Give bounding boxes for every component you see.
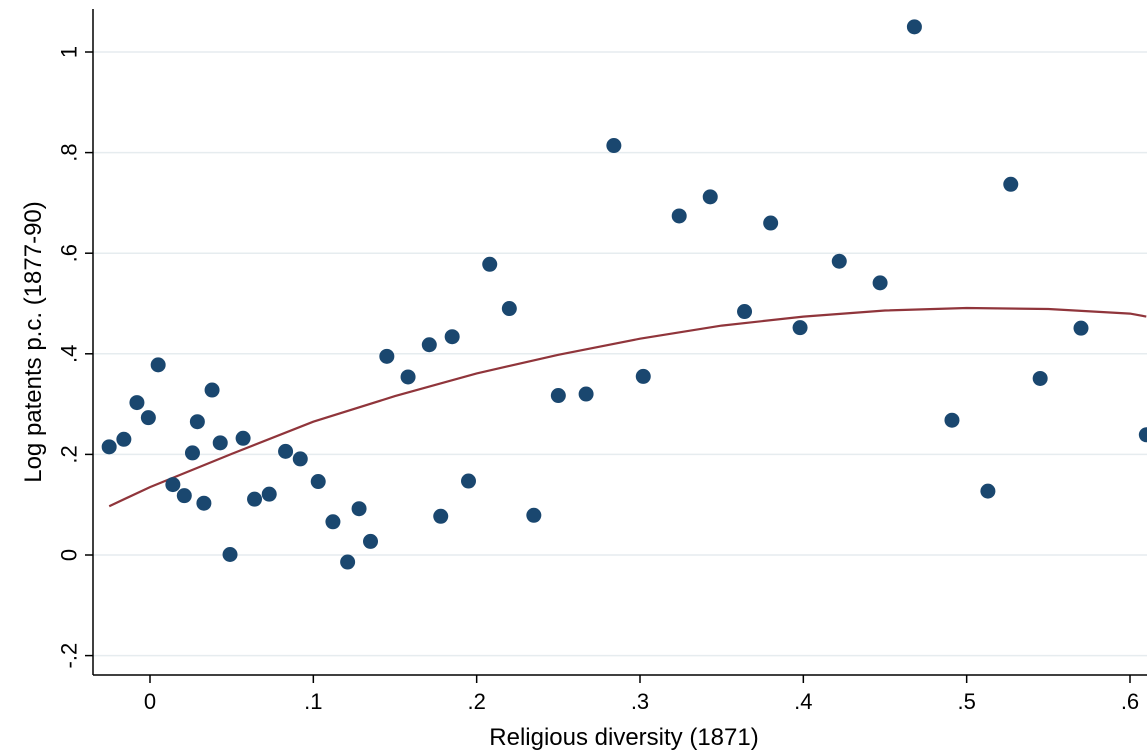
data-point [461,473,476,489]
data-point [444,329,460,345]
axes [92,9,1147,676]
data-point [140,410,156,426]
data-point [184,445,200,461]
data-point [278,443,294,459]
x-tick-label: .1 [304,689,322,714]
x-tick-label: .4 [794,689,812,714]
data-point [1032,370,1048,386]
y-tick-label: .4 [57,345,82,363]
data-points [101,19,1147,570]
x-tick-label: .3 [631,689,649,714]
fit-line [108,306,1147,508]
data-point [351,501,367,517]
data-point [261,486,277,502]
data-point [204,382,220,398]
data-point [980,483,996,499]
data-point [176,488,192,504]
data-point [189,414,205,430]
data-point [340,554,356,570]
data-point [433,508,449,524]
data-point [635,368,651,384]
data-point [150,357,166,373]
y-tick-label: .2 [57,445,82,463]
data-point [116,431,132,447]
x-tick-label: .6 [1121,689,1139,714]
grid-lines [93,51,1147,657]
data-point [421,337,437,353]
data-point [831,253,847,269]
data-point [906,19,922,35]
data-point [578,386,594,402]
y-ticks: -.2 0 .2 .4 .6 .8 1 [57,46,93,669]
x-tick-label: .2 [467,689,485,714]
data-point [400,369,416,385]
data-point [526,507,542,523]
data-point [702,189,718,205]
y-axis-title: Log patents p.c. (1877-90) [20,201,47,483]
data-point [763,215,779,231]
data-point [325,514,341,530]
data-point [872,275,888,291]
y-tick-label: 0 [57,549,82,561]
x-tick-label: 0 [144,689,156,714]
data-point [196,495,212,511]
data-point [310,474,326,490]
data-point [101,439,117,455]
data-point [606,138,622,154]
y-tick-label: 1 [57,46,82,58]
data-point [379,348,395,364]
data-point [247,491,263,507]
data-point [482,256,498,272]
y-tick-label: .8 [57,143,82,161]
data-point [1073,320,1089,336]
data-point [550,388,566,404]
data-point [944,412,960,428]
data-point [671,208,687,224]
data-point [1138,427,1147,443]
x-tick-label: .5 [957,689,975,714]
y-tick-label: -.2 [57,643,82,669]
fit-line-group [108,306,1147,508]
data-point [129,395,145,411]
data-point [292,451,308,467]
data-point [737,304,753,320]
data-point [792,320,808,336]
data-point [1003,176,1019,192]
y-tick-label: .6 [57,244,82,262]
data-point [235,430,251,446]
x-ticks: 0 .1 .2 .3 .4 .5 .6 [144,675,1139,714]
data-point [212,435,228,451]
data-point [363,533,378,549]
data-point [501,301,517,317]
data-point [165,477,181,493]
data-point [222,546,238,562]
x-axis-title: Religious diversity (1871) [489,724,758,751]
